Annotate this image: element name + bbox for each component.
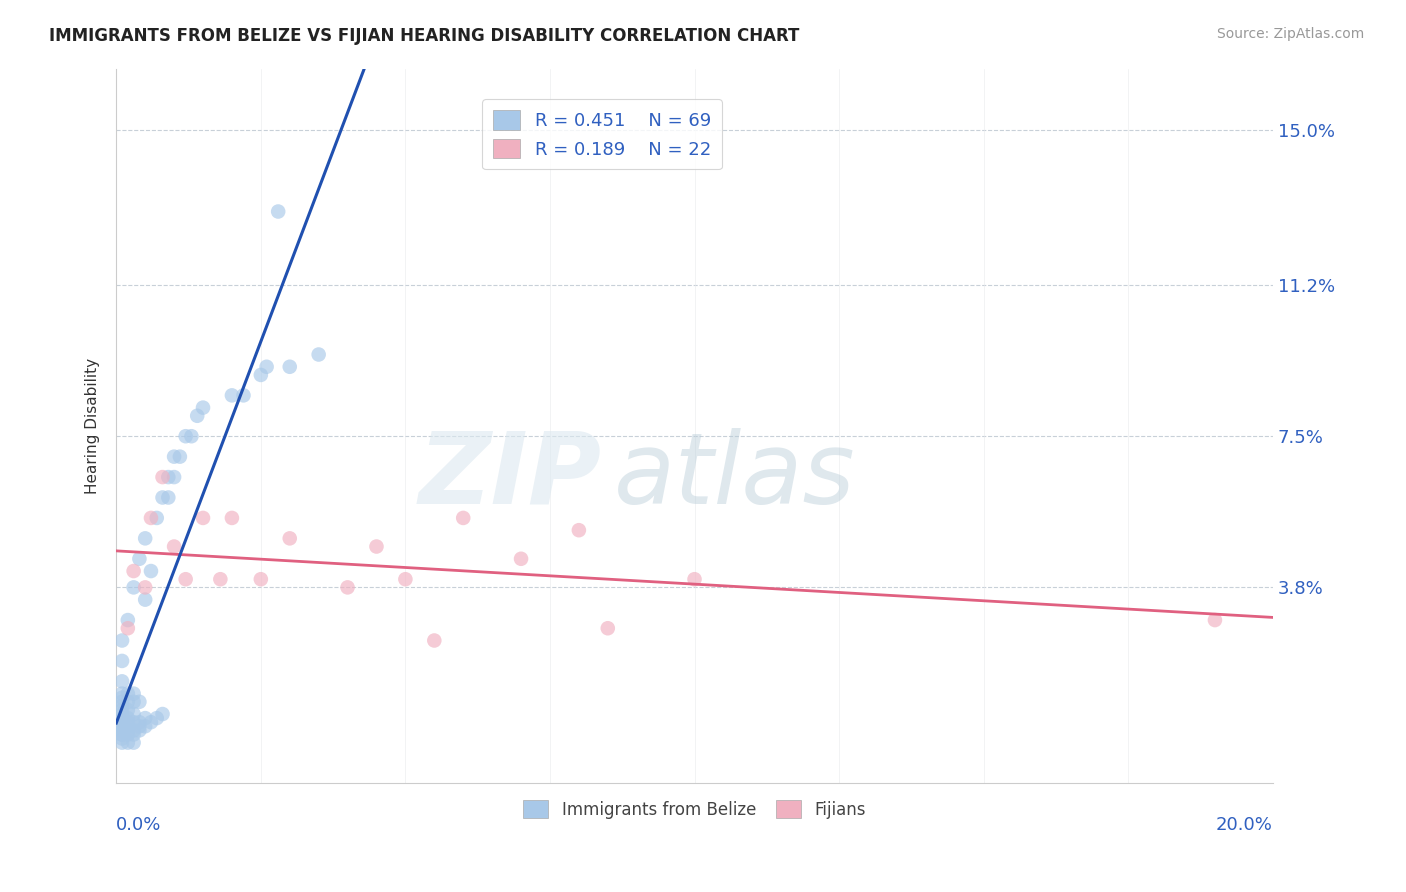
Point [111,736,134,750]
Point [152,491,174,505]
Point [111,723,134,738]
Point [117,687,139,701]
Point [139,511,162,525]
Point [122,695,145,709]
Point [111,723,134,738]
Point [139,715,162,730]
Point [111,687,134,701]
Point [366,540,388,554]
Text: 0.0%: 0.0% [117,815,162,834]
Point [117,621,139,635]
Point [221,388,243,402]
Point [111,719,134,733]
Legend: Immigrants from Belize, Fijians: Immigrants from Belize, Fijians [516,793,873,825]
Point [157,491,180,505]
Point [111,695,134,709]
Point [145,711,167,725]
Point [145,511,167,525]
Point [423,633,446,648]
Point [111,711,134,725]
Point [122,736,145,750]
Point [111,633,134,648]
Point [111,698,134,713]
Point [186,409,208,423]
Point [209,572,232,586]
Point [111,706,134,721]
Point [111,703,134,717]
Point [122,581,145,595]
Point [122,727,145,741]
Point [250,368,273,382]
Point [1204,613,1226,627]
Point [122,715,145,730]
Point [174,572,197,586]
Point [128,695,150,709]
Point [111,690,134,705]
Point [117,695,139,709]
Text: 20.0%: 20.0% [1216,815,1272,834]
Point [117,727,139,741]
Point [152,470,174,484]
Point [111,715,134,730]
Point [111,715,134,730]
Point [336,581,359,595]
Point [278,532,301,546]
Point [278,359,301,374]
Point [134,711,156,725]
Point [163,470,186,484]
Point [221,511,243,525]
Point [117,736,139,750]
Point [267,204,290,219]
Point [111,727,134,741]
Point [180,429,202,443]
Point [117,613,139,627]
Point [128,551,150,566]
Point [117,711,139,725]
Point [191,401,214,415]
Point [152,706,174,721]
Point [122,723,145,738]
Point [163,450,186,464]
Point [163,540,186,554]
Text: Source: ZipAtlas.com: Source: ZipAtlas.com [1216,27,1364,41]
Point [111,654,134,668]
Point [128,719,150,733]
Point [134,719,156,733]
Text: ZIP: ZIP [419,427,602,524]
Point [111,731,134,746]
Point [568,523,591,537]
Point [117,723,139,738]
Point [134,592,156,607]
Point [128,723,150,738]
Point [308,347,330,361]
Point [122,564,145,578]
Point [683,572,706,586]
Text: IMMIGRANTS FROM BELIZE VS FIJIAN HEARING DISABILITY CORRELATION CHART: IMMIGRANTS FROM BELIZE VS FIJIAN HEARING… [49,27,800,45]
Point [111,674,134,689]
Point [394,572,416,586]
Point [451,511,474,525]
Point [111,723,134,738]
Point [510,551,533,566]
Point [117,715,139,730]
Point [232,388,254,402]
Point [250,572,273,586]
Point [139,564,162,578]
Y-axis label: Hearing Disability: Hearing Disability [86,358,100,494]
Point [157,470,180,484]
Point [191,511,214,525]
Point [256,359,278,374]
Text: atlas: atlas [613,427,855,524]
Point [111,727,134,741]
Point [117,703,139,717]
Point [169,450,191,464]
Point [596,621,619,635]
Point [128,715,150,730]
Point [117,719,139,733]
Point [174,429,197,443]
Point [134,532,156,546]
Point [122,706,145,721]
Point [134,581,156,595]
Point [122,687,145,701]
